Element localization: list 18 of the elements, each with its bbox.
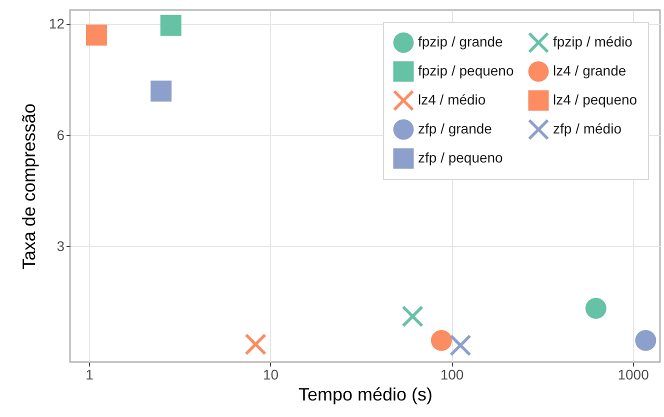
- legend-label: zfp / pequeno: [418, 150, 504, 166]
- x-axis-title: Tempo médio (s): [298, 384, 433, 404]
- legend-label: lz4 / médio: [418, 92, 486, 108]
- x-tick-label: 1000: [618, 366, 650, 382]
- legend-label: fpzip / pequeno: [418, 62, 514, 78]
- legend-label: lz4 / grande: [553, 62, 626, 78]
- legend-label: fpzip / grande: [418, 34, 504, 50]
- x-tick-label: 1: [86, 366, 94, 382]
- legend-label: lz4 / pequeno: [553, 92, 638, 108]
- y-tick-label: 3: [56, 238, 65, 254]
- x-tick-label: 100: [440, 366, 464, 382]
- x-tick-label: 10: [262, 366, 279, 382]
- legend-label: fpzip / médio: [553, 34, 633, 50]
- legend-label: zfp / médio: [553, 120, 622, 136]
- y-tick-label: 6: [56, 126, 65, 143]
- y-tick-label: 12: [48, 16, 65, 32]
- y-axis-title: Taxa de compressão: [18, 103, 39, 270]
- legend-label: zfp / grande: [418, 120, 492, 136]
